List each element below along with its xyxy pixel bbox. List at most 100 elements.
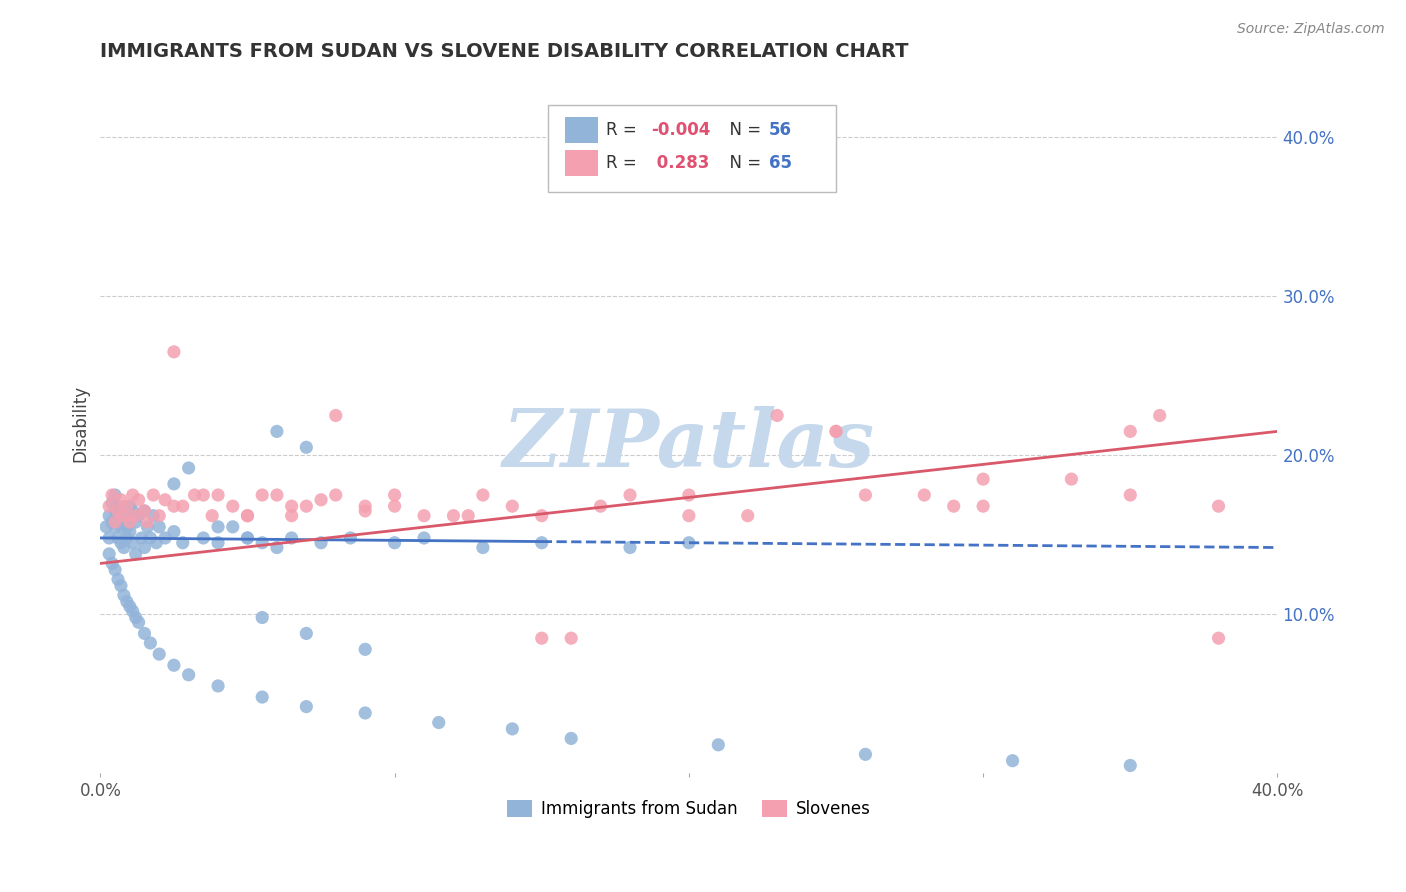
Y-axis label: Disability: Disability [72,384,89,462]
Point [98,499,121,513]
FancyBboxPatch shape [565,150,598,177]
Point [115,531,138,545]
Point [266,425,288,439]
Point [110,492,132,507]
Point [972,472,994,486]
Point [1149,409,1171,423]
Point [501,722,523,736]
Point [112,588,135,602]
Point [354,504,377,518]
Point [163,344,186,359]
Point [589,499,612,513]
Point [142,508,165,523]
Point [142,488,165,502]
Text: 56: 56 [769,121,792,139]
Point [354,499,377,513]
Point [148,520,170,534]
Point [112,541,135,555]
Point [207,535,229,549]
Point [101,488,124,502]
Point [1119,758,1142,772]
Point [110,504,132,518]
Point [280,531,302,545]
Point [96,520,118,534]
Point [295,699,318,714]
Point [201,508,224,523]
Text: N =: N = [720,121,766,139]
Point [384,535,406,549]
Point [207,488,229,502]
Point [121,604,143,618]
Point [222,520,245,534]
Point [145,535,167,549]
Point [172,499,194,513]
Point [309,535,332,549]
Point [413,508,436,523]
Point [912,488,935,502]
Text: R =: R = [606,154,643,172]
Point [295,440,318,454]
Text: -0.004: -0.004 [651,121,710,139]
Point [139,531,162,545]
Point [471,541,494,555]
Point [107,572,129,586]
Point [134,504,156,518]
Point [115,499,138,513]
Point [177,461,200,475]
Point [112,508,135,523]
Point [153,531,176,545]
Point [280,499,302,513]
FancyBboxPatch shape [565,117,598,144]
Point [124,547,146,561]
Point [128,492,150,507]
Point [855,747,877,762]
Point [207,520,229,534]
Point [148,508,170,523]
Text: R =: R = [606,121,643,139]
Point [136,515,159,529]
Point [457,508,479,523]
Point [183,488,205,502]
Point [560,631,582,645]
Point [115,594,138,608]
Point [560,731,582,746]
Point [325,409,347,423]
Point [427,715,450,730]
Point [118,524,141,539]
Point [1119,425,1142,439]
Point [678,488,700,502]
Point [942,499,965,513]
Point [280,508,302,523]
Point [530,631,553,645]
Point [128,508,150,523]
Point [110,535,132,549]
Point [148,647,170,661]
Point [855,488,877,502]
Point [1208,631,1230,645]
Point [104,515,127,529]
Point [236,508,259,523]
Point [104,504,127,518]
Point [139,636,162,650]
Text: ZIPatlas: ZIPatlas [503,406,875,483]
Point [172,535,194,549]
Point [98,508,121,523]
Point [295,499,318,513]
Point [121,535,143,549]
Point [1060,472,1083,486]
Point [825,425,848,439]
Point [825,425,848,439]
Point [413,531,436,545]
Point [163,524,186,539]
Point [339,531,361,545]
Point [222,499,245,513]
Point [124,610,146,624]
Point [193,488,215,502]
Point [104,563,127,577]
Point [193,531,215,545]
Point [250,488,273,502]
Point [177,667,200,681]
Point [471,488,494,502]
Point [163,499,186,513]
Point [124,508,146,523]
